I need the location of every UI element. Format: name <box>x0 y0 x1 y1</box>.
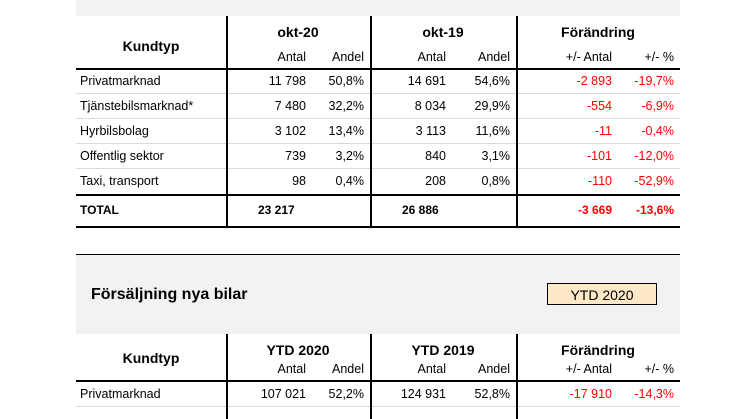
cell-andel-2: 29,9% <box>474 99 510 113</box>
cell-antal-2: 840 <box>425 149 446 163</box>
cell-antal-2: 208 <box>425 174 446 188</box>
row-label: Privatmarknad <box>80 74 161 88</box>
period-selector[interactable]: YTD 2020 <box>547 283 657 305</box>
cell-andel-2: 3,1% <box>481 149 511 163</box>
column-separator <box>516 16 518 228</box>
header-period2: okt-19 <box>422 24 464 40</box>
subheader-antal-1: Antal <box>277 50 307 64</box>
sales-table-monthly: Kundtyp okt-20 okt-19 Förändring Antal A… <box>76 16 680 230</box>
cell-antal-1: 98 <box>292 174 306 188</box>
header-divider <box>76 68 680 70</box>
sales-table-ytd: Kundtyp YTD 2020 YTD 2019 Förändring Ant… <box>76 334 680 419</box>
row-label: Taxi, transport <box>80 174 159 188</box>
cell-change-antal: -11 <box>594 124 612 138</box>
cell-change-pct: -19,7% <box>634 74 674 88</box>
total-change-pct: -13,6% <box>635 203 674 217</box>
subheader-andel-2: Andel <box>478 50 510 64</box>
row-label: Hyrbilsbolag <box>80 124 149 138</box>
cell-andel-2: 52,8% <box>474 387 510 401</box>
cell-change-pct: -14,3% <box>634 387 674 401</box>
cell-change-pct: -0,4% <box>641 124 674 138</box>
cell-antal-1: 739 <box>285 149 306 163</box>
subheader-andel-1: Andel <box>332 50 364 64</box>
cell-andel-1: 50,8% <box>328 74 364 88</box>
cell-andel-1: 0,4% <box>335 174 365 188</box>
top-panel <box>76 0 680 16</box>
cell-change-antal: -101 <box>586 149 612 163</box>
total-label: TOTAL <box>80 203 119 217</box>
row-label: Privatmarknad <box>80 387 161 401</box>
cell-antal-2: 8 034 <box>414 99 446 113</box>
section-divider <box>76 254 680 255</box>
header-period1: YTD 2020 <box>266 342 330 358</box>
cell-antal-2: 3 113 <box>415 124 446 138</box>
cell-andel-2: 11,6% <box>475 124 510 138</box>
column-separator <box>516 334 518 419</box>
subheader-andel-2: Andel <box>478 362 510 376</box>
cell-change-antal: -554 <box>586 99 612 113</box>
cell-antal-1: 7 480 <box>274 99 306 113</box>
total-antal-1: 23 217 <box>258 203 295 217</box>
column-separator <box>370 334 372 419</box>
total-divider <box>76 194 680 196</box>
row-divider <box>76 406 680 407</box>
row-divider <box>76 168 680 169</box>
subheader-antal-1: Antal <box>277 362 307 376</box>
total-change-antal: -3 669 <box>577 203 612 217</box>
cell-change-antal: -110 <box>587 174 612 188</box>
cell-change-pct: -12,0% <box>634 149 674 163</box>
cell-change-pct: -52,9% <box>634 174 674 188</box>
cell-andel-1: 13,4% <box>328 124 364 138</box>
subheader-change-pct: +/- % <box>644 50 674 64</box>
subheader-change-pct: +/- % <box>644 362 674 376</box>
cell-andel-2: 54,6% <box>474 74 510 88</box>
header-change: Förändring <box>561 24 635 40</box>
cell-antal-2: 124 931 <box>400 387 446 401</box>
header-kundtyp: Kundtyp <box>122 350 180 366</box>
section-title: Försäljning nya bilar <box>91 286 248 303</box>
cell-andel-1: 3,2% <box>335 149 365 163</box>
column-separator <box>226 16 228 228</box>
cell-andel-1: 32,2% <box>328 99 364 113</box>
header-period2: YTD 2019 <box>411 342 475 358</box>
header-divider <box>76 380 680 382</box>
column-separator <box>226 334 228 419</box>
header-period1: okt-20 <box>277 24 319 40</box>
row-divider <box>76 93 680 94</box>
cell-andel-2: 0,8% <box>481 174 511 188</box>
total-antal-2: 26 886 <box>402 203 439 217</box>
cell-change-antal: -2 893 <box>576 74 612 88</box>
subheader-antal-2: Antal <box>417 50 447 64</box>
table-bottom-border <box>76 226 680 228</box>
subheader-andel-1: Andel <box>332 362 364 376</box>
subheader-antal-2: Antal <box>417 362 447 376</box>
cell-change-pct: -6,9% <box>641 99 674 113</box>
row-divider <box>76 143 680 144</box>
cell-antal-1: 3 102 <box>274 124 306 138</box>
subheader-change-antal: +/- Antal <box>565 362 612 376</box>
subheader-change-antal: +/- Antal <box>565 50 612 64</box>
cell-antal-2: 14 691 <box>407 74 446 88</box>
row-label: Tjänstebilsmarknad* <box>80 99 194 113</box>
cell-antal-1: 11 798 <box>268 74 306 88</box>
cell-change-antal: -17 910 <box>569 387 612 401</box>
column-separator <box>370 16 372 228</box>
header-kundtyp: Kundtyp <box>122 38 180 54</box>
cell-antal-1: 107 021 <box>260 387 306 401</box>
cell-andel-1: 52,2% <box>328 387 364 401</box>
header-change: Förändring <box>561 342 635 358</box>
row-label: Offentlig sektor <box>80 149 164 163</box>
row-divider <box>76 118 680 119</box>
